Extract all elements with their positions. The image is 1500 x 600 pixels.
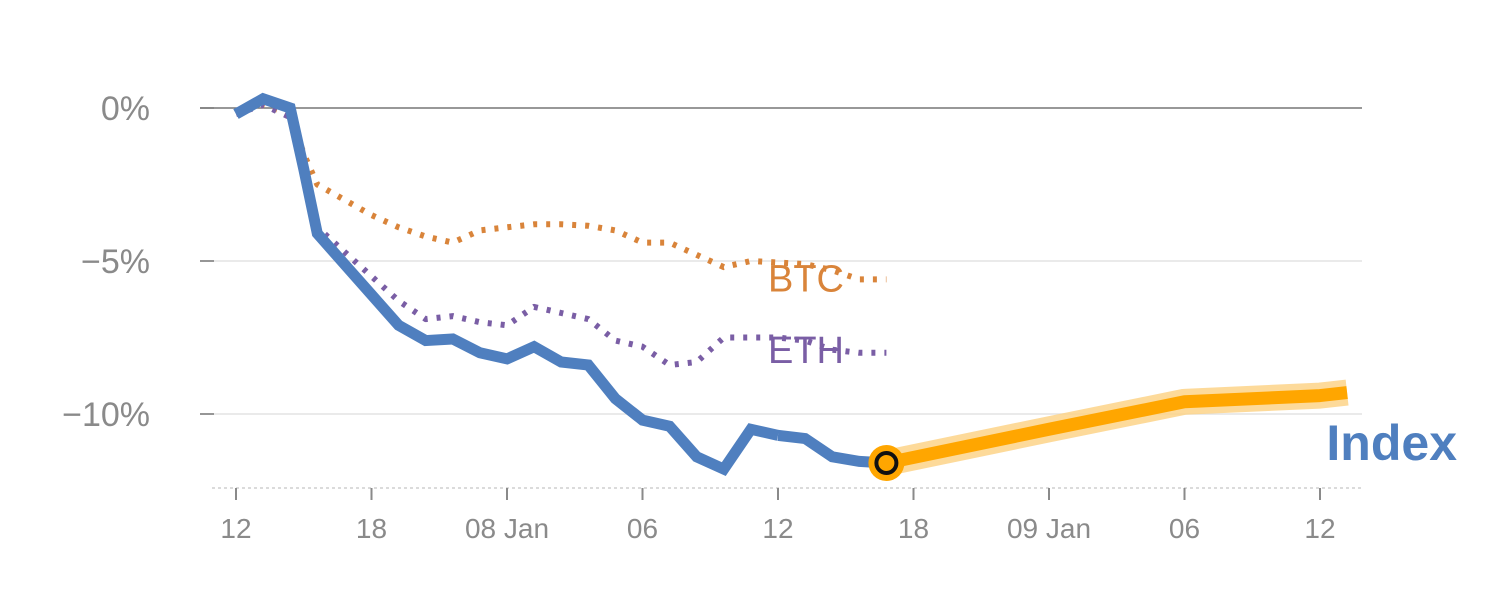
axis-layer: 0% −5% −10% 12 18 08 Jan 06 12 18 09 Jan 06 12 — [62, 90, 1362, 544]
series-layer — [233, 92, 1349, 481]
x-tick-label: 06 — [1169, 513, 1200, 544]
forecast-line — [885, 386, 1348, 470]
index-series-tail — [777, 429, 887, 469]
x-tick-label: 12 — [762, 513, 793, 544]
eth-series-line — [235, 101, 887, 368]
x-tick-label: 12 — [1304, 513, 1335, 544]
x-tick-label: 12 — [220, 513, 251, 544]
x-tick-label: 08 Jan — [465, 513, 549, 544]
y-tick-label: 0% — [101, 90, 150, 128]
y-tick-label: −10% — [62, 396, 150, 434]
label-layer: BTC ETH Index — [768, 258, 1457, 471]
x-tick-label: 18 — [898, 513, 929, 544]
x-tick-label: 06 — [627, 513, 658, 544]
x-tick-label: 09 Jan — [1007, 513, 1091, 544]
y-tick-label: −5% — [81, 243, 150, 281]
eth-label: ETH — [768, 330, 844, 372]
btc-series-line — [235, 101, 887, 283]
btc-label: BTC — [768, 258, 844, 300]
x-tick-label: 18 — [356, 513, 387, 544]
index-label: Index — [1326, 415, 1457, 471]
index-series-line — [233, 92, 780, 477]
forecast-marker — [874, 450, 899, 475]
